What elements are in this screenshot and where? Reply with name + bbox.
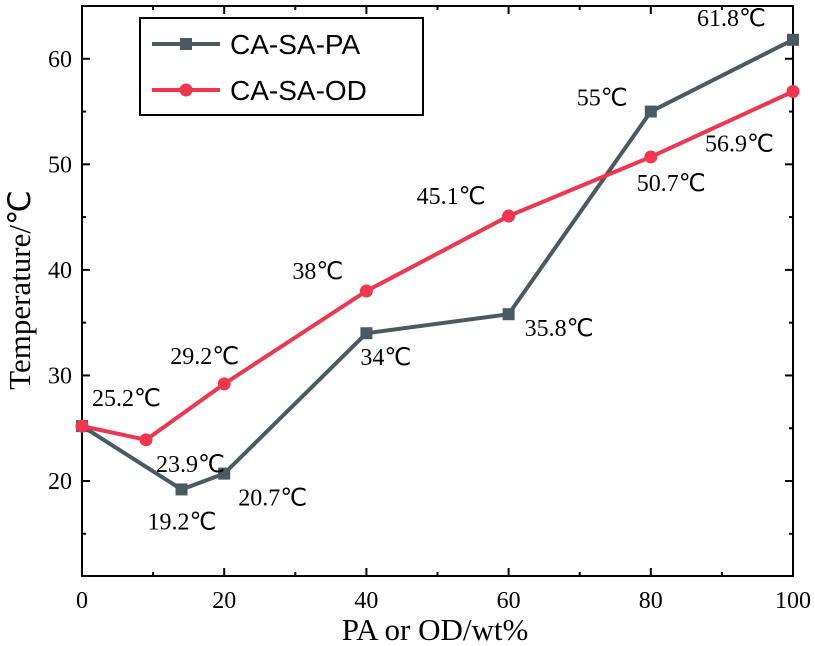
data-point [502,209,516,223]
data-point [787,33,799,46]
data-point [75,419,89,433]
legend-item: CA-SA-OD [152,75,367,106]
data-label: 19.2℃ [148,509,217,535]
data-point [175,483,188,496]
data-label: 50.7℃ [637,171,706,197]
x-tick-label: 40 [354,588,378,614]
series-line [81,89,794,442]
data-point [502,308,515,321]
data-label: 38℃ [292,259,343,285]
data-label: 25.2℃ [92,386,161,412]
data-label: 45.1℃ [417,184,486,210]
data-label: 55℃ [577,86,628,112]
data-label: 29.2℃ [170,344,239,370]
x-tick-label: 0 [76,588,88,614]
data-label: 56.9℃ [705,132,774,158]
data-point [217,377,231,391]
data-label: 23.9℃ [156,452,225,478]
legend-item: CA-SA-PA [152,29,360,60]
series-ca-sa-od [75,85,800,447]
data-labels: 19.2℃ 20.7℃ 34℃ 35.8℃ 55℃ 61.8℃ 25.2℃ 23.9℃ 29.2… [92,6,774,536]
legend-marker [179,83,193,97]
legend-box [139,17,424,116]
y-axis-title: Temperature/℃ [2,190,37,390]
legend-label: CA-SA-PA [230,29,360,60]
y-tick-label: 20 [48,469,72,495]
data-point [359,284,373,298]
legend-marker [180,38,192,50]
data-label: 35.8℃ [525,316,594,342]
x-tick-label: 60 [497,588,521,614]
series-layer [75,33,800,496]
y-tick-label: 40 [48,258,72,284]
data-label: 61.8℃ [697,6,766,32]
x-tick-label: 100 [775,588,811,614]
data-label: 34℃ [360,345,411,371]
y-tick-label: 60 [48,47,72,73]
data-point [139,433,153,447]
data-point [360,327,373,340]
x-tick-label: 80 [639,588,663,614]
legend: CA-SA-PA CA-SA-OD [139,17,424,116]
y-tick-label: 30 [48,363,72,389]
x-axis-title: PA or OD/wt% [342,612,529,646]
data-point [644,105,657,118]
data-point [786,85,800,98]
x-tick-label: 20 [212,588,236,614]
legend-label: CA-SA-OD [230,75,367,106]
data-label: 20.7℃ [238,486,307,512]
data-point [218,467,231,480]
axes: 0 20 40 60 80 100 20 30 40 50 60 [48,5,811,614]
data-point [644,150,658,164]
y-tick-label: 50 [48,152,72,178]
